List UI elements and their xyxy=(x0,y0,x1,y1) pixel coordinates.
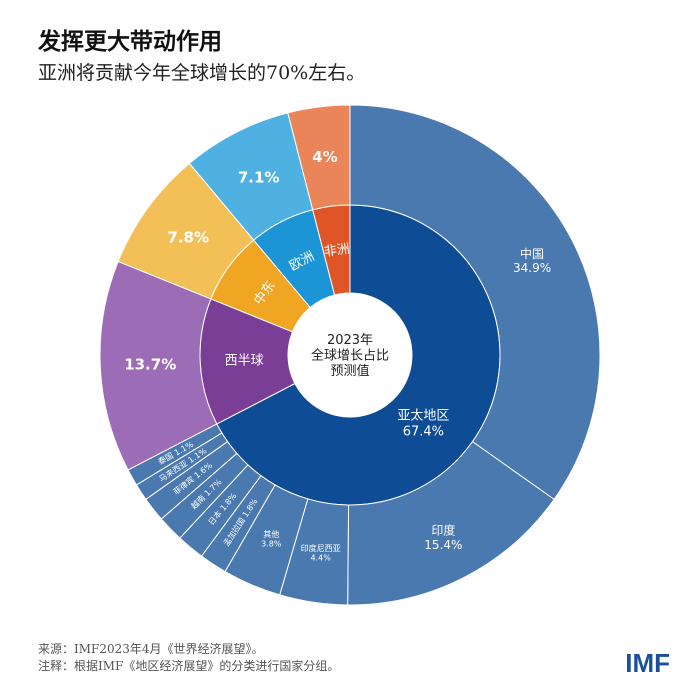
outer-label-3: 其他 3.8% xyxy=(261,529,282,549)
outer-label-1: 印度 15.4% xyxy=(424,523,462,552)
outer-label-欧洲: 7.1% xyxy=(238,168,280,186)
chart-subtitle: 亚洲将贡献今年全球增长的70%左右。 xyxy=(38,62,366,84)
footnote: 注释：根据IMF《地区经济展望》的分类进行国家分组。 xyxy=(38,659,340,673)
outer-segment-4[interactable] xyxy=(287,104,351,211)
outer-label-非洲: 4% xyxy=(312,148,337,166)
inner-label-1: 西半球 xyxy=(225,354,264,369)
outer-label-中东: 7.8% xyxy=(167,229,209,247)
outer-label-西半球: 13.7% xyxy=(124,356,176,374)
outer-label-2: 印度尼西亚 4.4% xyxy=(301,543,341,563)
center-label: 2023年全球增长占比预测值 xyxy=(311,333,389,379)
outer-label-0: 中国 34.9% xyxy=(513,246,551,275)
outer-segment-asia-0[interactable] xyxy=(349,104,601,501)
inner-label-0: 亚太地区 67.4% xyxy=(397,409,449,440)
imf-logo: IMF xyxy=(625,648,670,678)
chart-title: 发挥更大带动作用 xyxy=(38,29,222,55)
source-note: 来源：IMF2023年4月《世界经济展望》。 xyxy=(38,642,264,656)
inner-label-4: 非洲 xyxy=(323,242,351,260)
